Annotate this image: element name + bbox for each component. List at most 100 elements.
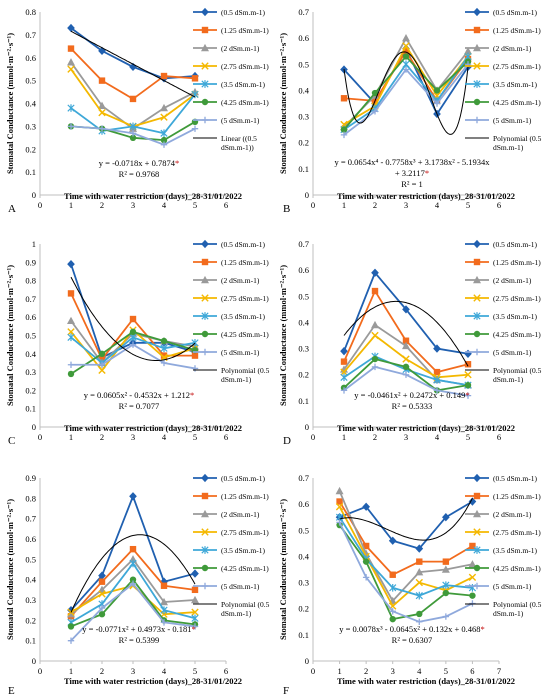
data-point	[98, 366, 106, 374]
y-tick-label: 0.7	[298, 473, 309, 483]
x-tick-label: 6	[224, 666, 228, 676]
y-tick-label: 0.6	[25, 53, 36, 63]
legend-label: (3.5 dSm.m-1)	[221, 546, 265, 555]
data-point	[67, 361, 75, 368]
data-point	[160, 72, 168, 80]
legend-trend-label-cont: dSm.m-1)	[493, 609, 524, 618]
x-tick-label: 5	[193, 200, 197, 210]
r-squared: R² = 0.6307	[392, 635, 433, 645]
x-tick-label: 2	[373, 200, 377, 210]
x-tick-label: 4	[162, 432, 167, 442]
legend-swatch-marker	[473, 26, 481, 34]
trendline	[343, 51, 469, 135]
data-point	[402, 42, 410, 50]
y-tick-label: 0.1	[25, 167, 36, 177]
legend-swatch-marker	[201, 116, 209, 124]
data-point	[469, 592, 476, 599]
series-line-2	[338, 501, 473, 576]
data-point	[67, 45, 75, 52]
x-tick-label: 2	[100, 666, 104, 676]
y-axis-title: Stomatal Conductance (mmol·m⁻²·s⁻¹)	[5, 265, 15, 406]
y-tick-label: 0.1	[298, 396, 309, 406]
legend: (0.5 dSm.m-1) (1.25 dSm.m-1) (2 dSm.m-1) (2…	[193, 473, 270, 618]
legend-trend-label-cont: dSm.m-1)	[493, 375, 524, 384]
y-tick-label: 0.1	[25, 404, 36, 414]
data-point	[160, 597, 168, 606]
legend-label: (4.25 dSm.m-1)	[493, 564, 541, 573]
legend-swatch-marker	[201, 26, 209, 34]
x-tick-label: 4	[435, 200, 440, 210]
data-point	[67, 58, 75, 66]
panel-letter: D	[283, 435, 291, 447]
data-point	[191, 586, 199, 594]
y-tick-label: 0.5	[298, 59, 309, 69]
panel-letter: B	[283, 203, 290, 215]
data-point	[415, 544, 424, 553]
y-tick-label: 0.3	[298, 112, 309, 122]
data-point	[402, 337, 410, 344]
y-tick-label: 0.3	[298, 344, 309, 354]
x-tick-label: 5	[193, 666, 197, 676]
data-point	[191, 365, 199, 372]
legend-label: (2.75 dSm.m-1)	[221, 528, 269, 537]
x-tick-label: 3	[404, 432, 408, 442]
x-tick-label: 3	[131, 200, 135, 210]
legend-label: (0.5 dSm.m-1)	[493, 240, 537, 249]
legend-swatch-marker	[473, 528, 481, 536]
data-point	[402, 48, 410, 55]
legend-label: (0.5 dSm.m-1)	[493, 474, 537, 483]
y-tick-label: 0.8	[25, 7, 36, 17]
series-line-1	[70, 495, 196, 611]
y-tick-label: 0.2	[298, 604, 309, 614]
series-line-4	[338, 506, 473, 608]
data-point	[160, 337, 168, 345]
data-point	[67, 104, 75, 112]
legend-swatch-marker	[473, 62, 481, 70]
data-point	[191, 608, 199, 616]
panel-letter: C	[8, 435, 15, 447]
x-tick-label: 2	[373, 432, 377, 442]
legend-swatch-marker	[201, 528, 209, 536]
y-tick-label: 0.1	[25, 636, 36, 646]
legend-trend-label: Polynomial (0.5	[493, 366, 542, 375]
legend-label: (4.25 dSm.m-1)	[493, 98, 541, 107]
chart-panel-e: 0 0.1 0.2 0.3 0.4 0.5 0.6 0.7 0.8 0.9 0 1 2 3 4 5 6Time …	[5, 473, 270, 697]
data-point	[464, 371, 472, 379]
data-point	[160, 113, 168, 121]
legend-trend-label: Polynomial (0.5	[493, 600, 542, 609]
x-tick-label: 0	[311, 666, 315, 676]
y-axis-title: Stomatal Conductance (mmol·m⁻²·s⁻¹)	[278, 33, 288, 174]
series-line-5	[338, 516, 473, 597]
series-line-5	[70, 562, 196, 624]
x-axis-title: Time with water restriction (days)_28-31…	[337, 191, 515, 201]
legend-swatch-marker	[473, 239, 481, 249]
legend-label: (2 dSm.m-1)	[493, 510, 532, 519]
data-point	[191, 125, 199, 132]
legend-label: (2 dSm.m-1)	[221, 276, 260, 285]
legend-swatch-marker	[201, 258, 209, 266]
legend-label: (5 dSm.m-1)	[221, 348, 260, 357]
legend-label: (2.75 dSm.m-1)	[221, 294, 269, 303]
legend-label: (2.75 dSm.m-1)	[221, 62, 269, 71]
data-point	[129, 341, 137, 348]
data-point	[371, 108, 379, 115]
y-tick-label: 0.2	[298, 370, 309, 380]
data-point	[433, 376, 441, 384]
data-point	[416, 558, 423, 565]
data-point	[160, 344, 168, 353]
y-tick-label: 0.5	[25, 76, 36, 86]
legend-label: (1.25 dSm.m-1)	[221, 492, 269, 501]
legend: (0.5 dSm.m-1) (1.25 dSm.m-1) (2 dSm.m-1) (2…	[465, 473, 542, 618]
y-tick-label: 0.6	[298, 265, 309, 275]
significance-star: *	[191, 624, 195, 634]
legend-label: (5 dSm.m-1)	[493, 348, 532, 357]
data-point	[129, 559, 137, 568]
data-point	[402, 341, 410, 350]
data-point	[160, 103, 168, 112]
data-point	[340, 131, 348, 139]
data-point	[416, 618, 423, 625]
data-point	[129, 492, 137, 501]
x-tick-label: 6	[497, 432, 501, 442]
data-point	[433, 387, 441, 394]
data-point	[469, 600, 476, 607]
